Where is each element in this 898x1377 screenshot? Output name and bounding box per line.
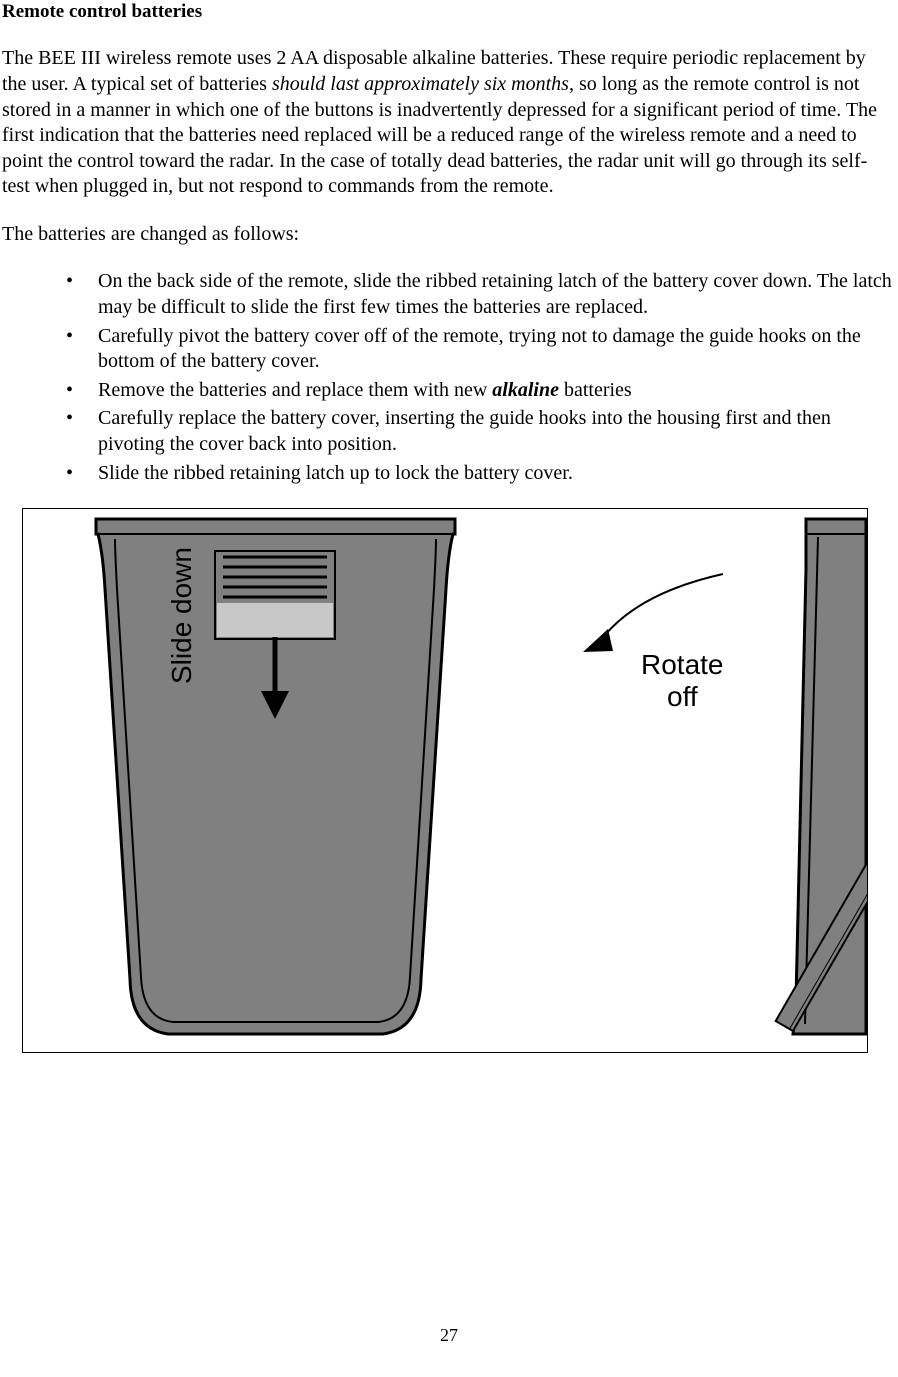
bullet-item: Carefully pivot the battery cover off of… <box>66 324 894 375</box>
rotate-off-label-1: Rotate <box>641 649 724 680</box>
page-number: 27 <box>0 1324 898 1347</box>
bullet-text: On the back side of the remote, slide th… <box>98 270 892 318</box>
para1-italic: should last approximately six months <box>272 73 569 95</box>
bullet-list: On the back side of the remote, slide th… <box>2 269 894 486</box>
diagram-svg: Slide down <box>23 509 868 1053</box>
paragraph-1: The BEE III wireless remote uses 2 AA di… <box>2 46 894 200</box>
battery-diagram: Slide down <box>22 508 868 1053</box>
paragraph-2: The batteries are changed as follows: <box>2 222 894 248</box>
bullet-text-post: batteries <box>559 379 632 401</box>
remote-back-view: Slide down <box>96 519 455 1034</box>
bullet-text: Carefully pivot the battery cover off of… <box>98 325 861 373</box>
bullet-item: Carefully replace the battery cover, ins… <box>66 406 894 457</box>
bullet-item: On the back side of the remote, slide th… <box>66 269 894 320</box>
bullet-text: Carefully replace the battery cover, ins… <box>98 407 831 455</box>
bullet-bold-italic: alkaline <box>492 379 559 401</box>
bullet-text: Slide the ribbed retaining latch up to l… <box>98 462 573 484</box>
bullet-item: Remove the batteries and replace them wi… <box>66 378 894 404</box>
remote-side-view: Rotate off <box>583 519 868 1034</box>
bullet-item: Slide the ribbed retaining latch up to l… <box>66 461 894 487</box>
section-heading: Remote control batteries <box>2 0 894 24</box>
bullet-text: Remove the batteries and replace them wi… <box>98 379 492 401</box>
slide-down-label: Slide down <box>166 547 197 684</box>
rotate-off-label-2: off <box>667 681 698 712</box>
